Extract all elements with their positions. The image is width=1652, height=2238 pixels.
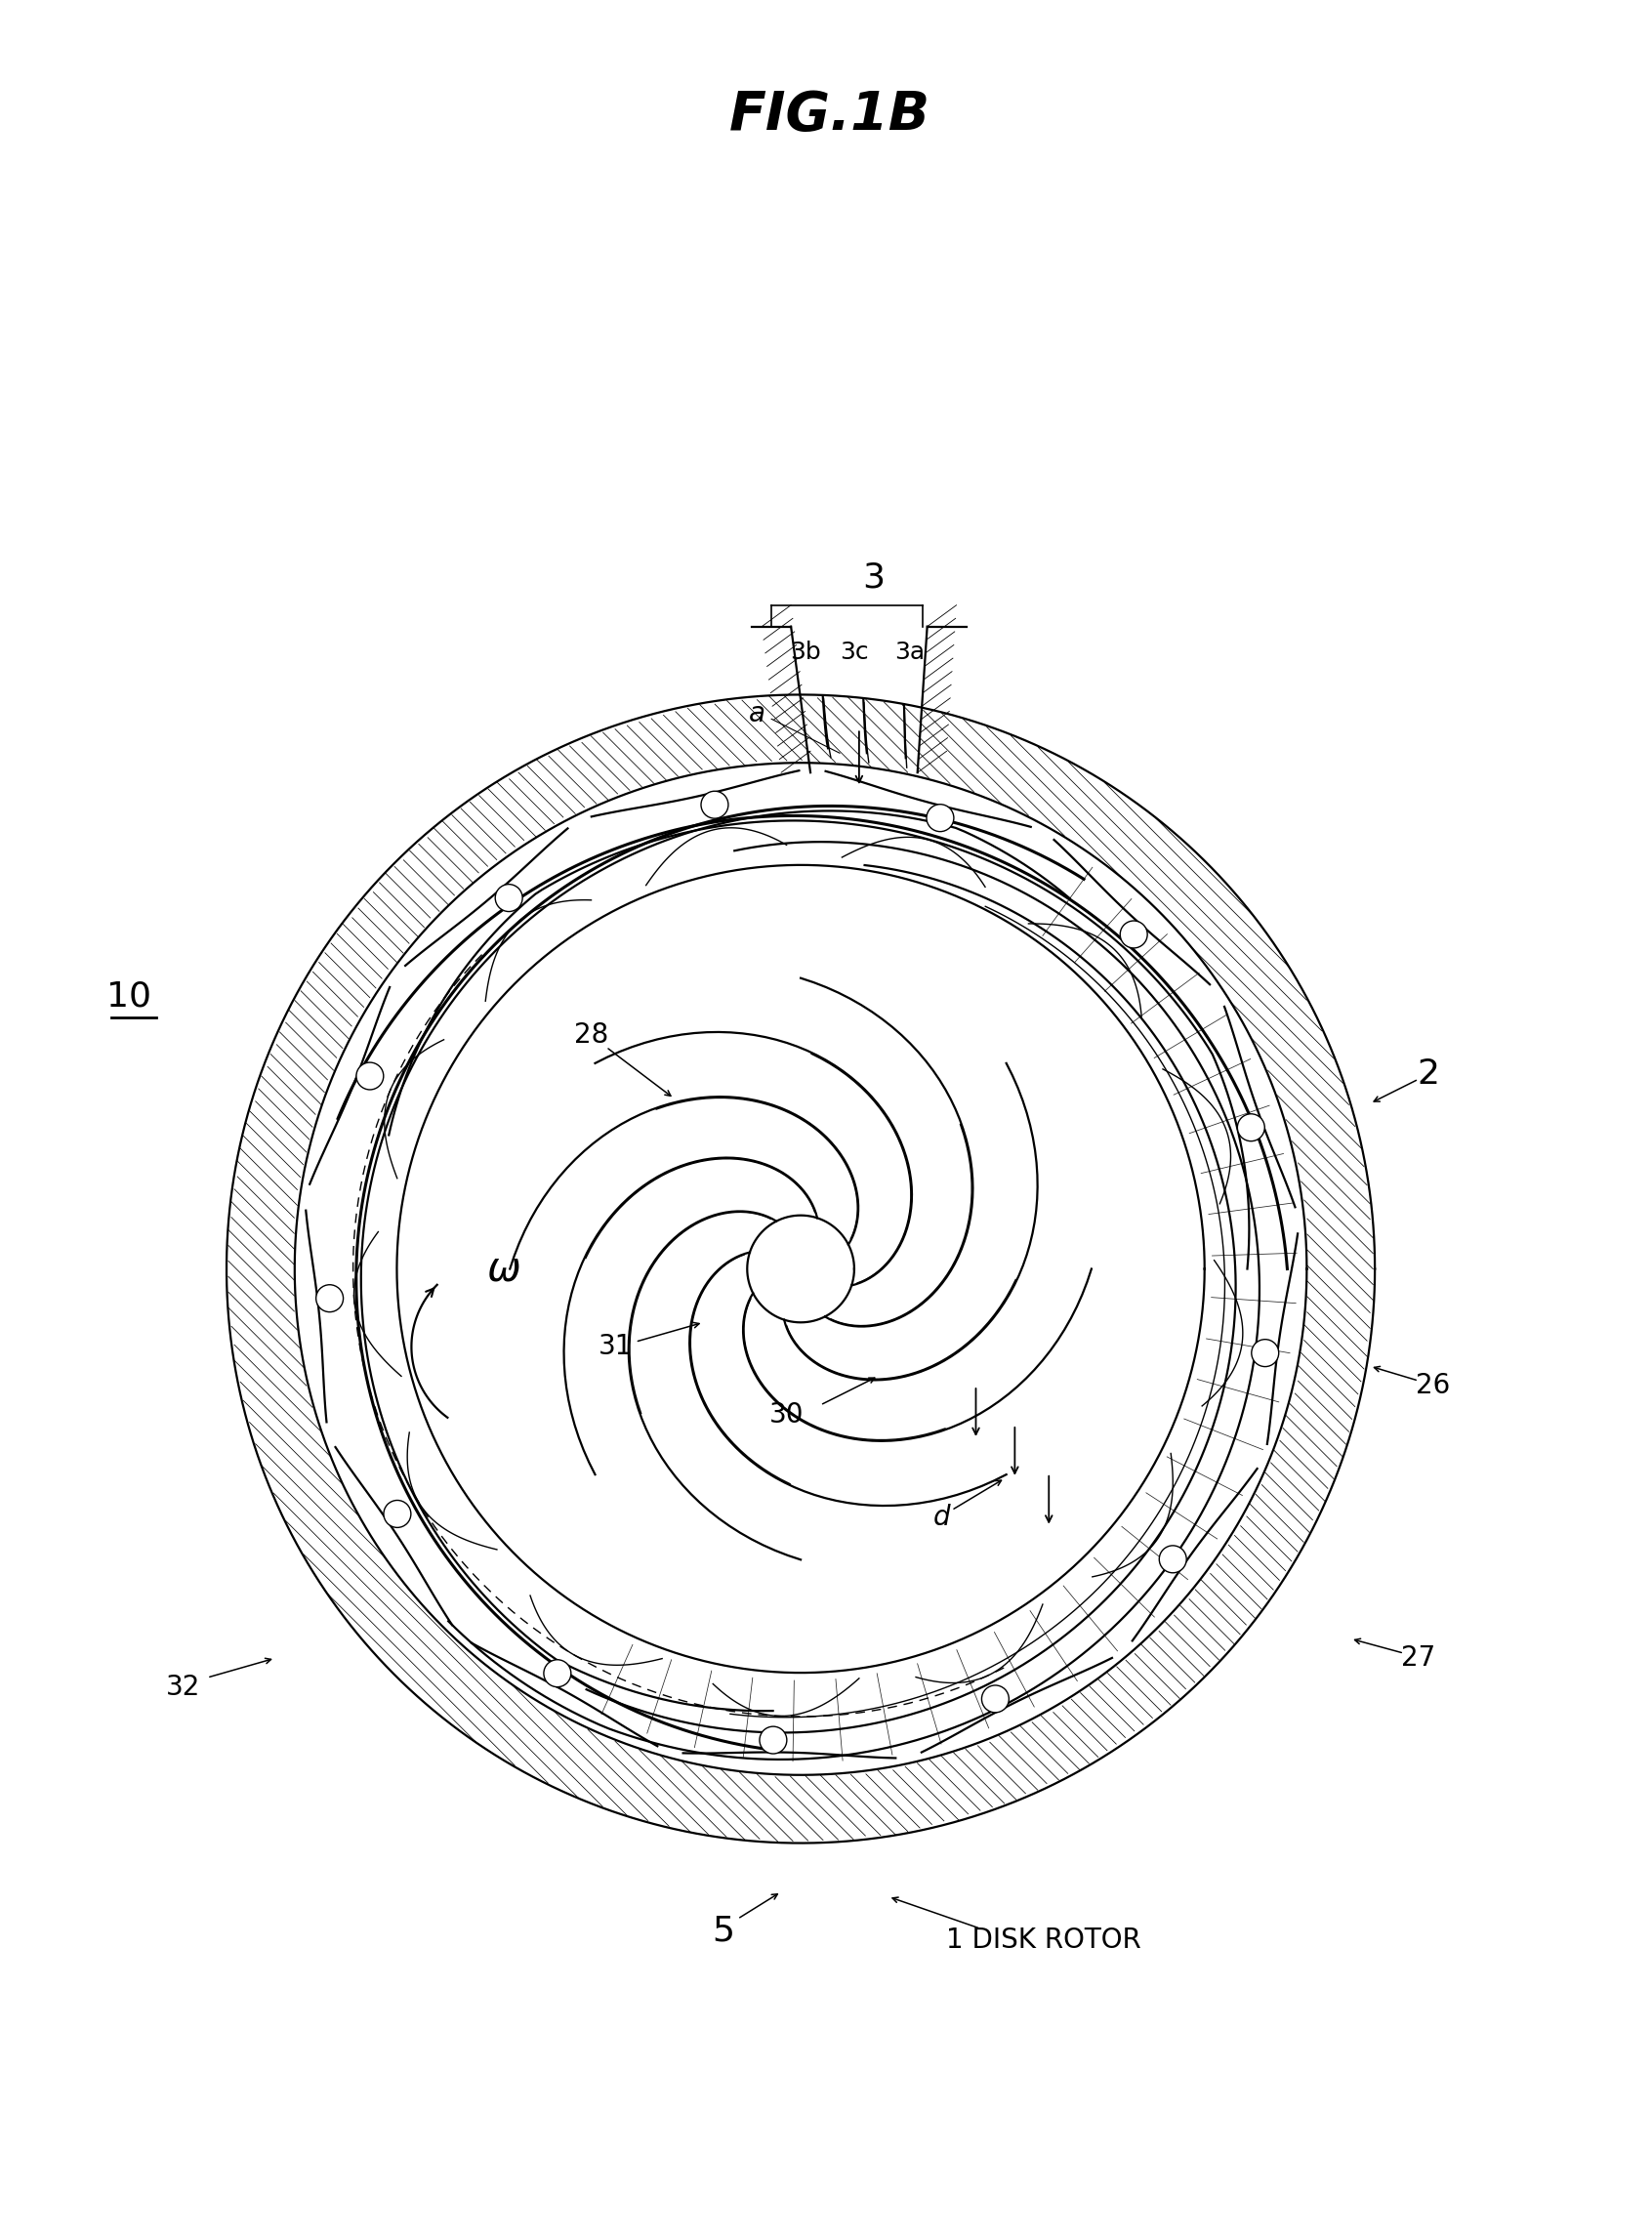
Text: 5: 5: [712, 1913, 733, 1947]
Circle shape: [1237, 1115, 1265, 1141]
Circle shape: [1160, 1546, 1186, 1573]
Text: 31: 31: [598, 1334, 633, 1361]
Text: 10: 10: [107, 980, 152, 1014]
Text: 3a: 3a: [894, 640, 925, 662]
Text: 32: 32: [165, 1674, 200, 1701]
Circle shape: [700, 792, 729, 819]
Text: FIG.1B: FIG.1B: [729, 90, 930, 141]
Text: 1 DISK ROTOR: 1 DISK ROTOR: [947, 1927, 1142, 1954]
Circle shape: [1120, 920, 1148, 949]
Text: ω: ω: [487, 1249, 520, 1289]
Circle shape: [316, 1285, 344, 1311]
Circle shape: [357, 1063, 383, 1090]
Circle shape: [496, 884, 522, 911]
Text: 27: 27: [1401, 1645, 1436, 1672]
Text: 26: 26: [1416, 1372, 1450, 1399]
Circle shape: [383, 1499, 411, 1529]
Circle shape: [544, 1661, 572, 1687]
Text: 2: 2: [1417, 1059, 1439, 1090]
Text: 30: 30: [768, 1401, 803, 1428]
Circle shape: [1252, 1338, 1279, 1367]
Text: 28: 28: [575, 1021, 608, 1050]
Circle shape: [927, 803, 953, 833]
Text: d: d: [933, 1504, 950, 1531]
Text: 3b: 3b: [790, 640, 821, 662]
Text: 3c: 3c: [839, 640, 869, 662]
Circle shape: [981, 1685, 1009, 1712]
Circle shape: [760, 1725, 786, 1755]
Text: 3: 3: [862, 562, 885, 595]
Text: a: a: [748, 700, 765, 727]
